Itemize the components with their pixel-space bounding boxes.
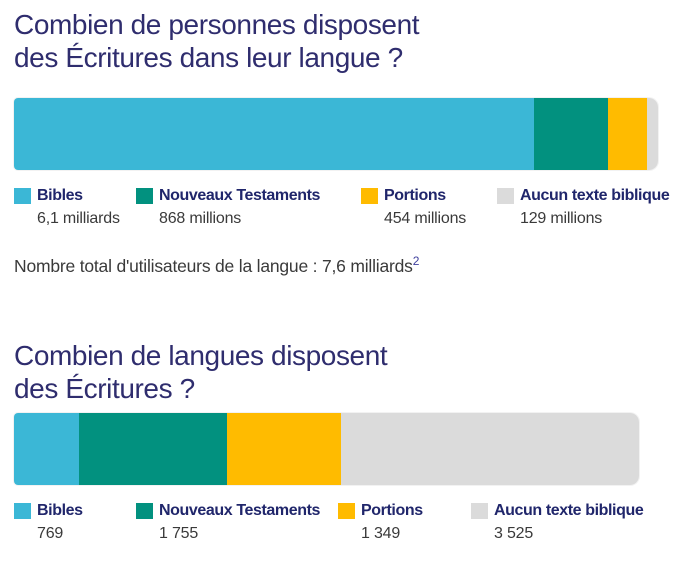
legend-item-bibles: Bibles 769 [14,502,136,543]
people-legend: Bibles 6,1 milliards Nouveaux Testaments… [14,187,698,228]
people-title-line1: Combien de personnes disposent [14,9,420,40]
legend-item-portions: Portions 454 millions [361,187,497,228]
legend-head: Nouveaux Testaments [136,502,338,520]
people-bar-segment-bibles [14,98,535,170]
languages-bar-segment-nouveaux-testaments [78,413,228,485]
aucun-texte-swatch-icon [497,188,514,204]
people-chart-title: Combien de personnes disposent des Écrit… [14,8,698,74]
languages-title-line2: des Écritures ? [14,373,195,404]
languages-section: Combien de langues disposent des Écritur… [14,339,698,543]
footnote-superscript: 2 [412,254,420,269]
people-stacked-bar [14,98,658,170]
legend-head: Portions [338,502,471,520]
legend-item-aucun-texte: Aucun texte biblique 3 525 [471,502,644,543]
legend-value: 129 millions [520,210,603,227]
legend-head: Nouveaux Testaments [136,187,361,205]
languages-title-line1: Combien de langues disposent [14,340,388,371]
legend-label: Portions [384,187,446,204]
people-section: Combien de personnes disposent des Écrit… [14,8,698,277]
legend-head: Aucun texte biblique [471,502,644,520]
bibles-swatch-icon [14,188,31,204]
legend-item-aucun-texte: Aucun texte biblique 129 millions [497,187,670,228]
languages-bar-segment-aucun-texte [341,413,639,485]
total-users-note: Nombre total d'utilisateurs de la langue… [14,254,698,277]
legend-value: 454 millions [384,210,467,227]
languages-bar-segment-portions [227,413,342,485]
legend-value: 1 755 [159,525,199,542]
people-bar-segment-nouveaux-testaments [534,98,609,170]
bibles-swatch-icon [14,503,31,519]
legend-value: 3 525 [494,525,534,542]
legend-label: Nouveaux Testaments [159,187,321,204]
legend-head: Portions [361,187,497,205]
people-bar-segment-aucun-texte [647,98,658,170]
legend-head: Aucun texte biblique [497,187,670,205]
nouveaux-testaments-swatch-icon [136,503,153,519]
legend-label: Bibles [37,187,83,204]
portions-swatch-icon [338,503,355,519]
legend-label: Aucun texte biblique [520,187,670,204]
languages-legend: Bibles 769 Nouveaux Testaments 1 755 Por… [14,502,698,543]
total-users-note-text: Nombre total d'utilisateurs de la langue… [14,256,413,276]
legend-label: Portions [361,502,423,519]
legend-value: 1 349 [361,525,401,542]
legend-label: Nouveaux Testaments [159,502,321,519]
legend-item-bibles: Bibles 6,1 milliards [14,187,136,228]
languages-chart-title: Combien de langues disposent des Écritur… [14,339,698,405]
legend-item-nouveaux-testaments: Nouveaux Testaments 868 millions [136,187,361,228]
people-bar-segment-portions [608,98,647,170]
nouveaux-testaments-swatch-icon [136,188,153,204]
portions-swatch-icon [361,188,378,204]
legend-head: Bibles [14,187,136,205]
people-title-line2: des Écritures dans leur langue ? [14,42,403,73]
legend-item-portions: Portions 1 349 [338,502,471,543]
aucun-texte-swatch-icon [471,503,488,519]
legend-head: Bibles [14,502,136,520]
legend-value: 769 [37,525,64,542]
legend-label: Bibles [37,502,83,519]
languages-bar-segment-bibles [14,413,79,485]
legend-label: Aucun texte biblique [494,502,644,519]
legend-value: 6,1 milliards [37,210,120,227]
legend-item-nouveaux-testaments: Nouveaux Testaments 1 755 [136,502,338,543]
languages-stacked-bar [14,413,639,485]
legend-value: 868 millions [159,210,242,227]
